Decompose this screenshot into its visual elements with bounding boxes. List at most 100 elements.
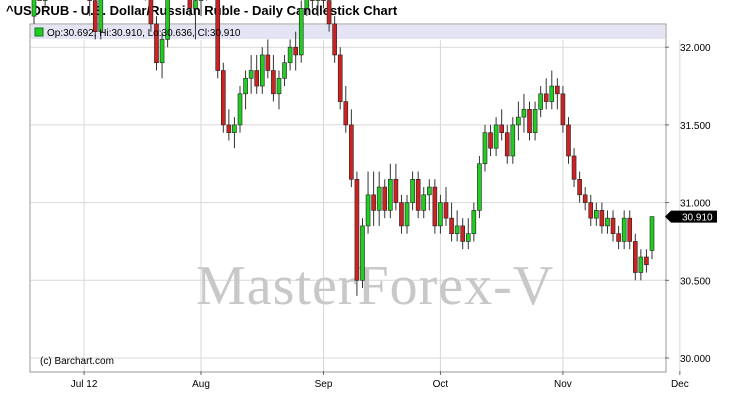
candle [165,0,170,48]
candle [632,233,638,281]
candle-body-up [426,186,432,196]
candle [610,210,616,242]
candle [98,0,104,40]
candle [399,194,404,234]
candle-body-down [616,233,621,242]
candle [304,0,310,17]
candle [382,179,388,219]
candle [443,187,449,226]
watermark: MasterForex-V [196,255,554,317]
candle [460,218,466,250]
candles-group [31,0,655,296]
candle [504,124,510,164]
candle [271,54,276,102]
candle [482,124,488,172]
candle-body-up [510,124,516,157]
candle-body-down [566,124,571,157]
copyright-text: (c) Barchart.com [40,356,114,367]
y-axis: 34.00033.50033.00032.50032.00031.50031.0… [665,43,711,365]
candle [510,117,516,164]
candle-body-up [376,186,382,211]
candle-body-down [582,194,588,203]
candle-body-down [92,0,98,32]
candle-body-down [460,225,466,242]
candle [254,54,260,94]
candle [594,202,599,226]
candle [465,218,471,250]
candle-body-down [443,202,449,219]
candle [42,0,48,9]
candle-body-down [599,210,605,227]
candle [354,171,360,296]
candle-body-down [588,202,594,219]
candle-body-up [549,85,555,102]
candle [144,0,146,1]
last-price-label: 30.910 [682,213,713,224]
candle-body-down [382,186,388,211]
candle-body-down [332,23,337,56]
candle-body-down [343,101,349,126]
candle-body-down [415,178,421,211]
candle-body-up [477,163,482,211]
candle [638,249,644,281]
candle [343,86,349,133]
candle-body-up [243,77,248,95]
candle [588,194,594,226]
candle-body-down [571,155,577,180]
candle [560,86,566,133]
candle [293,31,298,71]
candle-body-up [360,225,365,281]
candle-body-down [265,54,271,71]
candle-body-up [404,202,410,227]
y-tick-label: 31.000 [680,199,711,210]
y-tick-label: 31.500 [680,121,711,132]
candle-body-up [287,46,293,64]
x-tick-label: Dec [671,379,689,390]
candle-body-up [454,225,460,234]
candle-body-down [293,46,298,56]
plot-frame [29,23,667,373]
candle [432,179,438,234]
candle-body-up [482,132,488,165]
candle-body-up [388,178,393,211]
candle-body-up [438,202,443,227]
candle-body-down [148,0,154,25]
candle-body-up [165,0,170,40]
candle-body-down [371,194,376,211]
candle [449,202,454,242]
candle [538,86,543,118]
candle-body-up [516,116,521,126]
candle [605,210,610,234]
candle [310,0,315,9]
candle [154,16,159,71]
candle [315,0,321,17]
candle [215,0,221,79]
candle [298,0,304,63]
candle-body-up [621,217,627,242]
candle-body-down [87,0,92,1]
candle-body-up [649,216,655,251]
last-price-badge [665,210,717,223]
candle [410,171,415,211]
candle [226,109,232,141]
candle-body-up [259,54,265,87]
candle [543,78,549,110]
candle-body-down [254,70,260,87]
candle-body-down [321,0,326,1]
candle [426,179,432,211]
candle-body-up [42,0,48,1]
candle [627,210,633,250]
candle [404,194,410,234]
last-price-marker: 30.910 [665,210,717,224]
candle-body-up [521,109,527,118]
candle [371,171,376,226]
candle [499,109,504,141]
candle [243,70,248,110]
candle-body-down [271,70,276,95]
candle-body-down [354,178,360,281]
candle [365,171,371,234]
candle-body-down [488,132,493,149]
candle-body-down [37,0,42,1]
candle [477,155,482,219]
